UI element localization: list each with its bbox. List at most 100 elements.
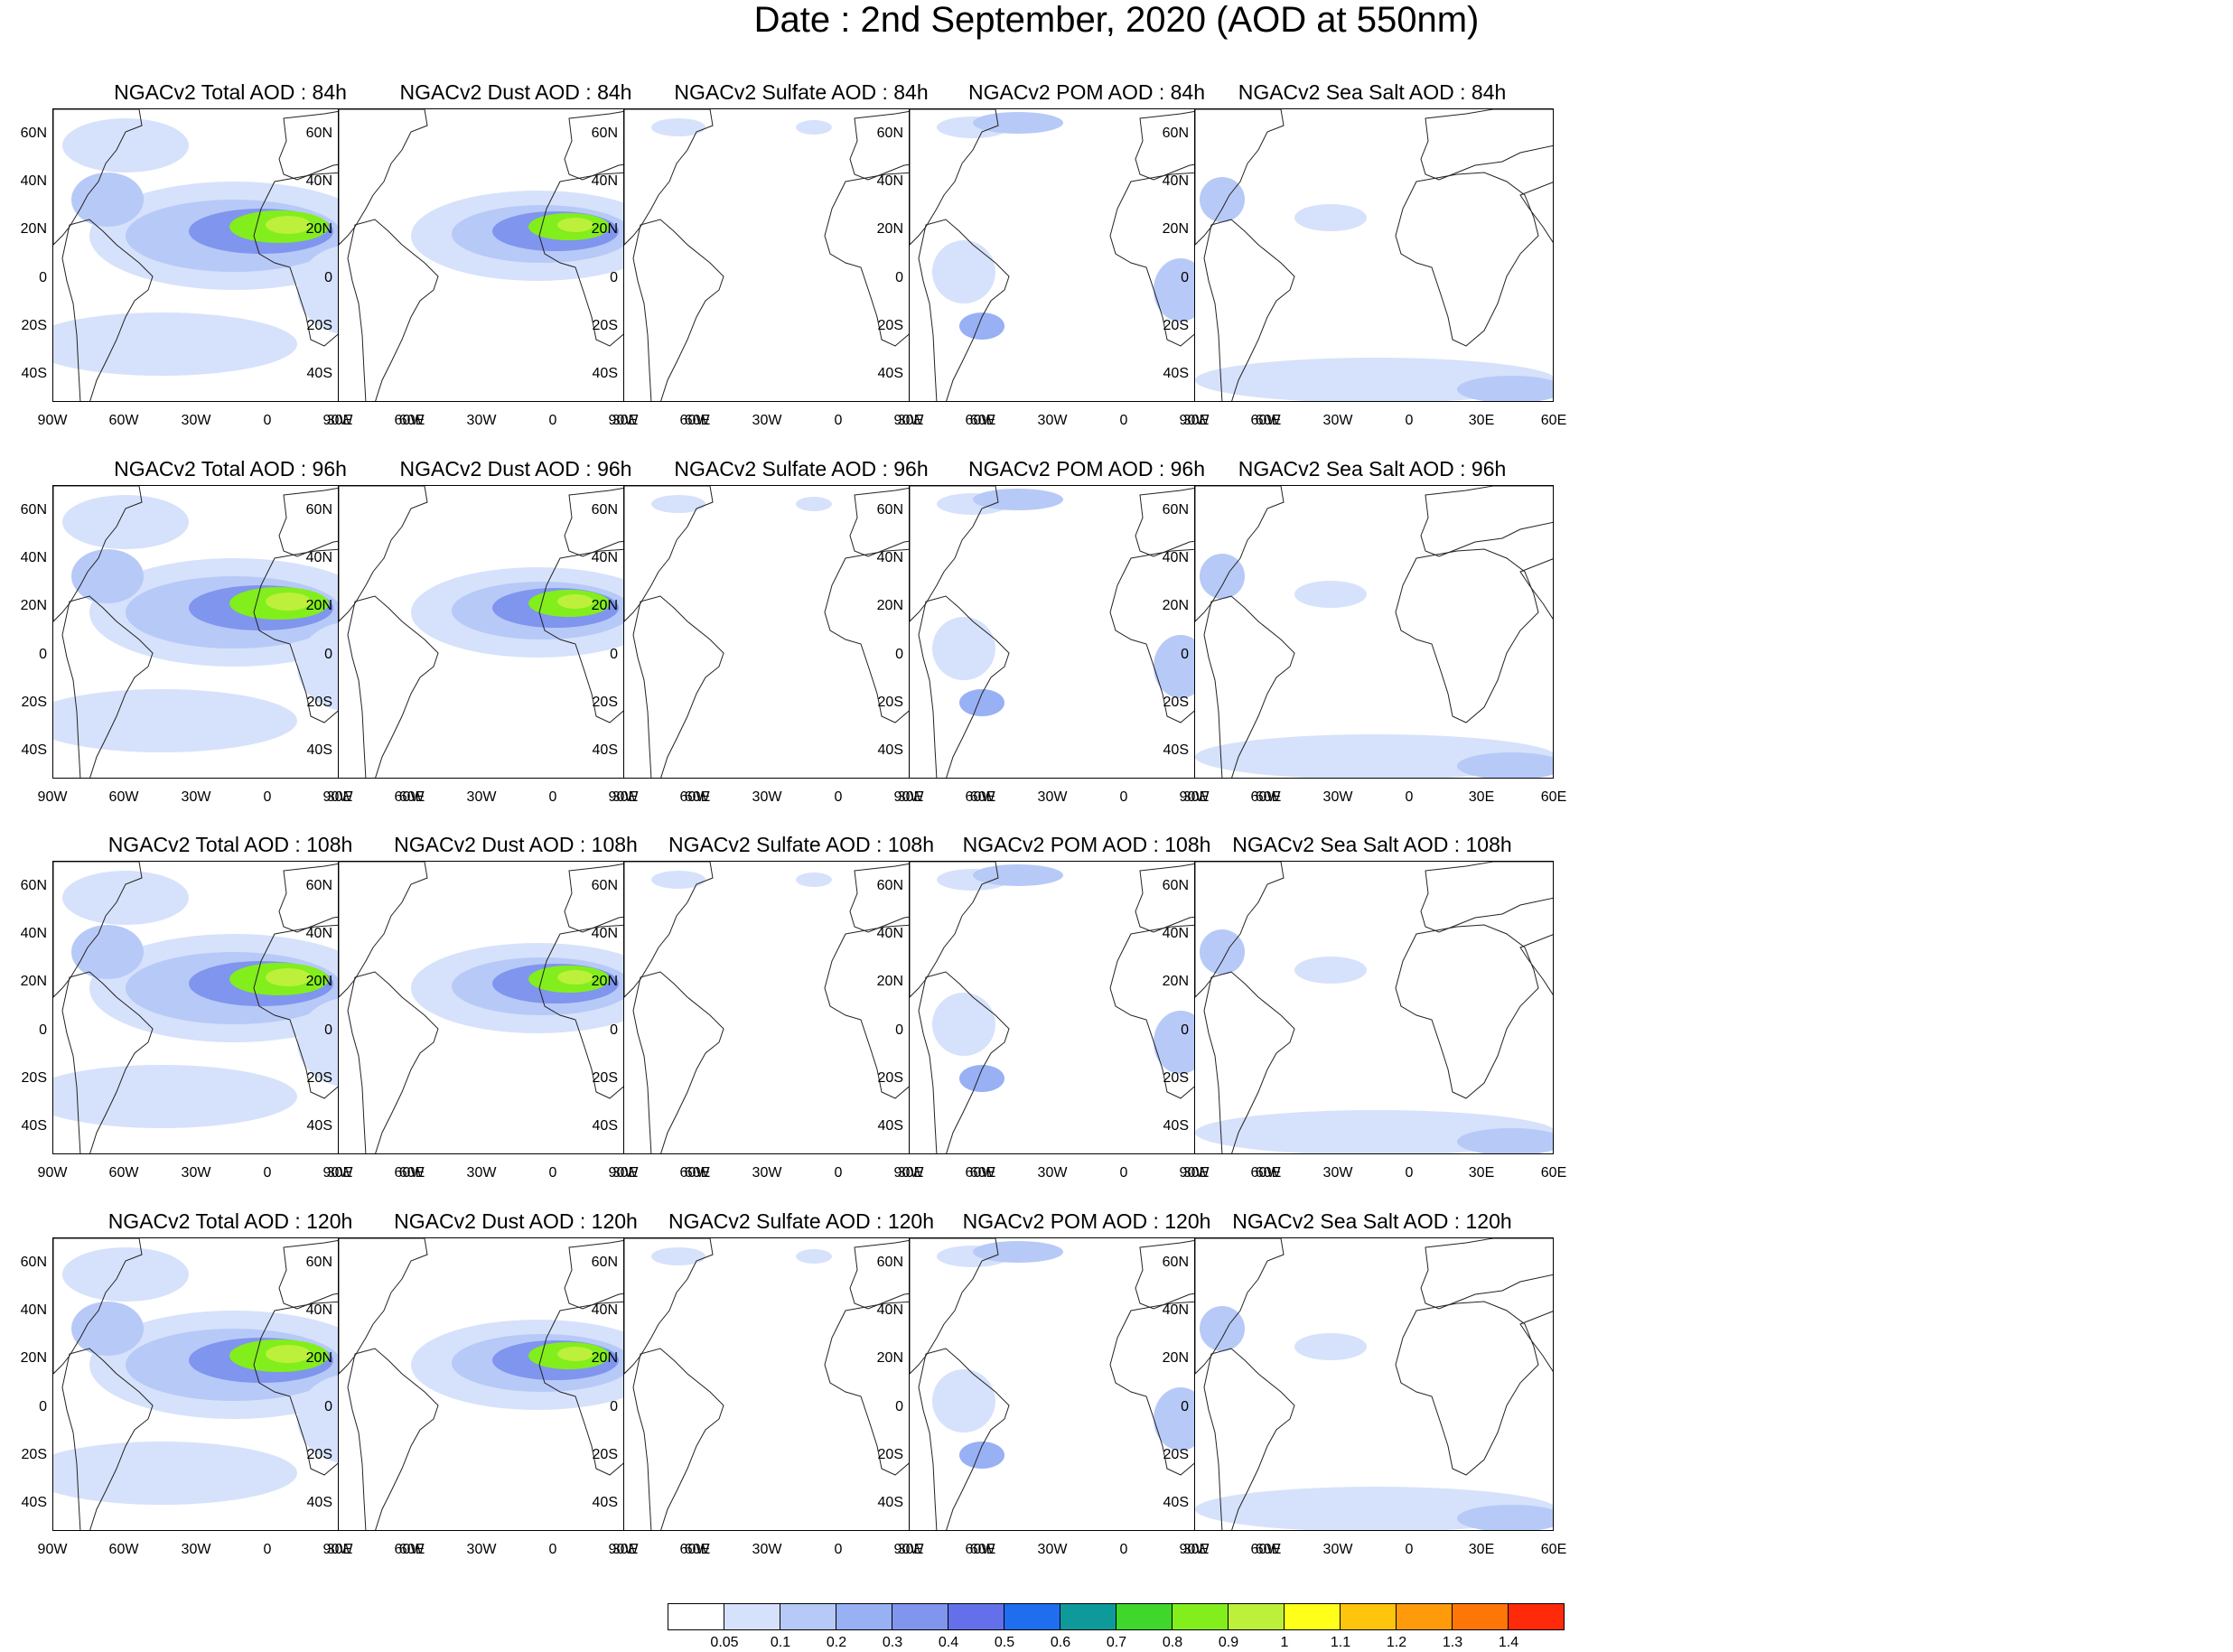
lat-tick-label: 40S xyxy=(592,1118,618,1134)
lon-tick-label: 60W xyxy=(679,413,710,428)
lat-tick-label: 40N xyxy=(876,926,903,941)
lon-tick-label: 30E xyxy=(1468,413,1495,428)
lon-tick-label: 90W xyxy=(893,789,924,805)
lat-tick-label: 20S xyxy=(306,1447,332,1462)
aod-plume xyxy=(1294,1333,1367,1360)
aod-plume xyxy=(1200,1306,1245,1351)
colorbar xyxy=(668,1603,1565,1630)
lat-tick-label: 20S xyxy=(1163,1070,1189,1086)
lat-tick-label: 60N xyxy=(20,1255,47,1270)
colorbar-tick-label: 0.1 xyxy=(770,1635,791,1650)
coastline xyxy=(910,1238,999,1375)
lat-tick-label: 40N xyxy=(591,1302,618,1318)
coastline xyxy=(918,219,1010,401)
lon-tick-label: 90W xyxy=(322,413,353,428)
lon-tick-label: 0 xyxy=(1119,789,1128,805)
lon-tick-label: 90W xyxy=(322,789,353,805)
lon-tick-label: 60W xyxy=(1250,1165,1281,1181)
aod-plume xyxy=(53,1065,297,1128)
lat-tick-label: 40S xyxy=(1163,1495,1189,1510)
colorbar-segment xyxy=(892,1603,948,1630)
lon-tick-label: 0 xyxy=(548,1542,557,1557)
lat-tick-label: 20S xyxy=(592,1447,618,1462)
lon-tick-label: 60E xyxy=(398,1165,425,1181)
lon-tick-label: 60W xyxy=(108,789,139,805)
lon-tick-label: 0 xyxy=(834,1542,843,1557)
lat-tick-label: 60N xyxy=(1162,502,1189,518)
coastline xyxy=(1519,1311,1553,1372)
lat-tick-label: 60N xyxy=(305,878,332,893)
lon-tick-label: 60W xyxy=(1250,789,1281,805)
aod-plume xyxy=(62,118,189,173)
colorbar-segment xyxy=(1004,1603,1060,1630)
lon-tick-label: 60W xyxy=(394,1165,425,1181)
lon-tick-label: 60W xyxy=(108,1542,139,1557)
coastline xyxy=(1203,595,1295,778)
lat-tick-label: 40N xyxy=(20,926,47,941)
lat-tick-label: 20S xyxy=(21,1070,47,1086)
colorbar-segment xyxy=(724,1603,780,1630)
lon-tick-label: 0 xyxy=(1119,413,1128,428)
lat-tick-label: 60N xyxy=(1162,126,1189,141)
colorbar-segment xyxy=(1396,1603,1453,1630)
lat-tick-label: 0 xyxy=(610,270,618,285)
coastline xyxy=(1420,1238,1553,1310)
lon-tick-label: 90W xyxy=(37,789,68,805)
lat-tick-label: 0 xyxy=(324,647,332,662)
panel-title: NGACv2 Sea Salt AOD : 96h xyxy=(1238,457,1507,481)
panel-title: NGACv2 Sulfate AOD : 120h xyxy=(668,1209,935,1233)
coastline xyxy=(53,109,143,246)
lon-tick-label: 0 xyxy=(1119,1165,1128,1181)
coastline xyxy=(910,109,999,246)
aod-plume xyxy=(1457,1505,1553,1530)
lat-tick-label: 40N xyxy=(1162,173,1189,189)
lat-tick-label: 40N xyxy=(305,926,332,941)
lon-tick-label: 0 xyxy=(1405,1165,1414,1181)
lon-tick-label: 90W xyxy=(322,1542,353,1557)
lon-tick-label: 30E xyxy=(326,1542,353,1557)
coastline xyxy=(632,595,724,778)
lon-tick-label: 90W xyxy=(1179,413,1210,428)
coastline xyxy=(339,1238,428,1375)
coastline xyxy=(1395,548,1539,723)
colorbar-segment xyxy=(1228,1603,1285,1630)
aod-plume xyxy=(71,549,144,603)
lat-tick-label: 40S xyxy=(1163,366,1189,381)
colorbar-tick-label: 0.2 xyxy=(826,1635,847,1650)
lat-tick-label: 40S xyxy=(21,366,47,381)
coastline xyxy=(918,595,1010,778)
lon-tick-label: 90W xyxy=(1179,789,1210,805)
lon-tick-label: 30W xyxy=(1322,413,1353,428)
aod-plume xyxy=(71,1302,144,1356)
coastline xyxy=(918,1348,1010,1530)
lat-tick-label: 60N xyxy=(305,126,332,141)
lat-tick-label: 0 xyxy=(324,1399,332,1414)
aod-plume xyxy=(557,970,593,985)
coastline xyxy=(339,862,428,998)
lon-tick-label: 30W xyxy=(1322,789,1353,805)
coastline xyxy=(1203,971,1295,1153)
lat-tick-label: 20S xyxy=(21,1447,47,1462)
colorbar-segment xyxy=(1116,1603,1173,1630)
lat-tick-label: 0 xyxy=(324,270,332,285)
lon-tick-label: 30E xyxy=(1468,1542,1495,1557)
lon-tick-label: 30W xyxy=(466,1542,497,1557)
lat-tick-label: 40S xyxy=(306,1495,332,1510)
lat-tick-label: 20N xyxy=(591,1350,618,1366)
aod-plume xyxy=(651,871,705,889)
lat-tick-label: 60N xyxy=(591,1255,618,1270)
colorbar-segment xyxy=(1284,1603,1341,1630)
lon-tick-label: 30W xyxy=(181,1165,211,1181)
aod-plume xyxy=(973,864,1063,886)
aod-plume xyxy=(651,118,705,136)
panel-title: NGACv2 Sulfate AOD : 84h xyxy=(674,80,929,104)
panel-title: NGACv2 Total AOD : 84h xyxy=(114,80,347,104)
lon-tick-label: 90W xyxy=(893,1542,924,1557)
lon-tick-label: 0 xyxy=(263,789,272,805)
lon-tick-label: 60E xyxy=(398,789,425,805)
lon-tick-label: 30W xyxy=(752,789,782,805)
panel-title: NGACv2 Dust AOD : 108h xyxy=(394,833,638,856)
coastline xyxy=(910,486,999,622)
coastline xyxy=(1395,172,1539,347)
aod-plume xyxy=(557,218,593,232)
